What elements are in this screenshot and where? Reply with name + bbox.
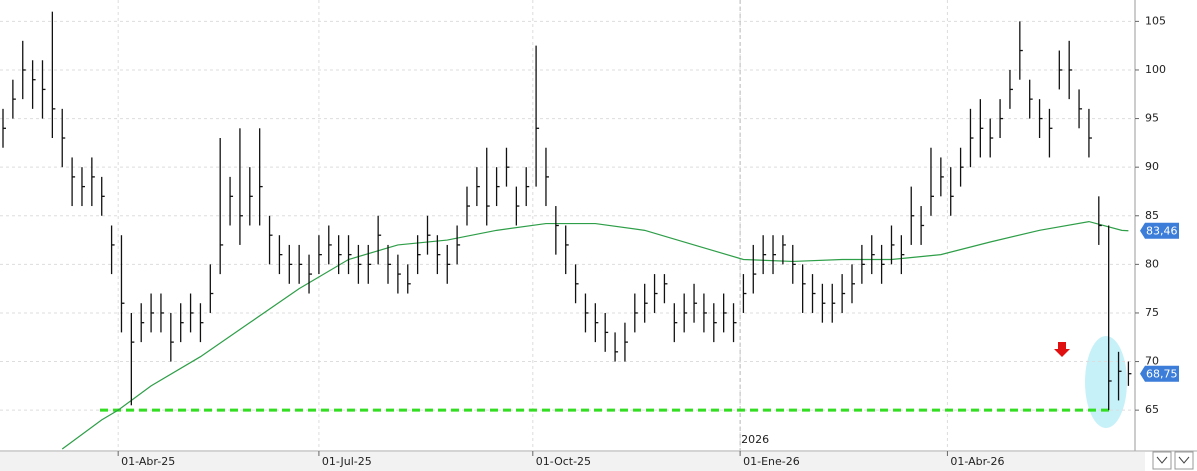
price-tag: [1140, 222, 1179, 239]
price-tag: [1140, 365, 1179, 382]
y-tick-label: 75: [1145, 306, 1159, 319]
scroll-icon: [1156, 456, 1168, 464]
x-tick-label: 01-Abr-26: [950, 455, 1004, 468]
y-tick-label: 90: [1145, 160, 1159, 173]
y-tick-label: 65: [1145, 403, 1159, 416]
year-label: 2026: [741, 433, 769, 446]
down-arrow: [1054, 342, 1070, 357]
y-tick-label: 70: [1145, 355, 1159, 368]
moving-average: [61, 220, 1129, 450]
y-tick-label: 105: [1145, 14, 1166, 27]
scrollbar[interactable]: [0, 452, 1145, 471]
y-tick-label: 80: [1145, 257, 1159, 270]
y-tick-label: 100: [1145, 63, 1166, 76]
highlight-ellipse: [1085, 336, 1127, 428]
x-tick-label: 01-Oct-25: [536, 455, 591, 468]
y-tick-label: 95: [1145, 112, 1159, 125]
price-tag-label: 83,46: [1146, 225, 1178, 238]
price-tag-label: 68,75: [1146, 368, 1178, 381]
scroll-button[interactable]: [1174, 451, 1194, 470]
x-tick-label: 01-Jul-25: [322, 455, 372, 468]
scroll-button[interactable]: [1152, 451, 1172, 470]
y-tick-label: 85: [1145, 209, 1159, 222]
x-tick-label: 01-Abr-25: [121, 455, 175, 468]
plot-layer: 65 70 75 80 85 90 95 100 105 01-Abr-25 01-Jul-25 01…: [0, 0, 1179, 468]
scroll-icon: [1178, 456, 1190, 464]
x-tick-label: 01-Ene-26: [743, 455, 800, 468]
